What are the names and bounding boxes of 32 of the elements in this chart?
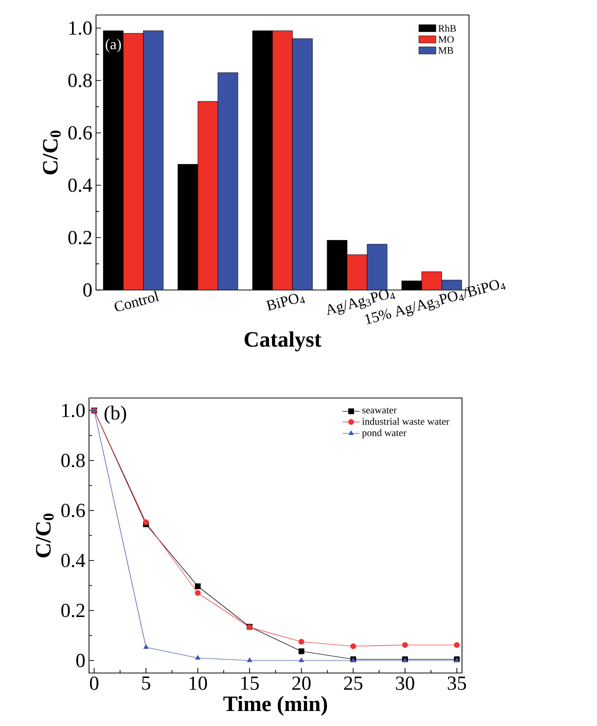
- legend-label: MB: [438, 47, 454, 54]
- x-tick-label: BiPO$_{4}$: [266, 294, 306, 311]
- x-tick-label: 15: [241, 676, 259, 690]
- y-tick-label: 0.2: [68, 230, 92, 244]
- legend-label: MO: [438, 36, 454, 43]
- x-tick-label: 35: [448, 676, 466, 690]
- legend-label: RhB: [438, 24, 456, 32]
- x-tick-label: 10: [190, 676, 207, 690]
- x-tick-label: Control: [114, 290, 160, 312]
- y-tick-label: 0.6: [68, 126, 92, 140]
- y-tick-label: 0.4: [68, 178, 92, 192]
- legend-label: seawater: [362, 408, 397, 414]
- y-axis-title: C/C$_{0}$: [42, 130, 61, 174]
- y-tick-label: 1.0: [62, 404, 85, 418]
- annotation: (b): [104, 406, 126, 424]
- y-tick-label: 0.4: [61, 554, 86, 568]
- y-tick-label: 1.0: [69, 21, 92, 35]
- annotation: (a): [106, 38, 121, 52]
- x-axis-title: Catalyst: [244, 331, 322, 352]
- x-tick-label: 25: [344, 676, 362, 690]
- y-tick-label: 0.6: [61, 504, 85, 518]
- x-axis-title: Time (min): [223, 696, 327, 716]
- y-tick-label: 0.8: [68, 74, 92, 88]
- y-tick-label: 0: [76, 654, 85, 668]
- y-tick-label: 0.2: [61, 604, 84, 618]
- legend-label: pond water: [362, 429, 406, 438]
- legend-label: industrial waste water: [362, 418, 450, 425]
- x-tick-label: 30: [396, 676, 414, 690]
- y-axis-title: C/C$_{0}$: [36, 514, 54, 558]
- x-tick-label: 5: [142, 676, 150, 690]
- x-tick-label: 20: [292, 676, 311, 690]
- y-tick-label: 0.8: [61, 454, 85, 468]
